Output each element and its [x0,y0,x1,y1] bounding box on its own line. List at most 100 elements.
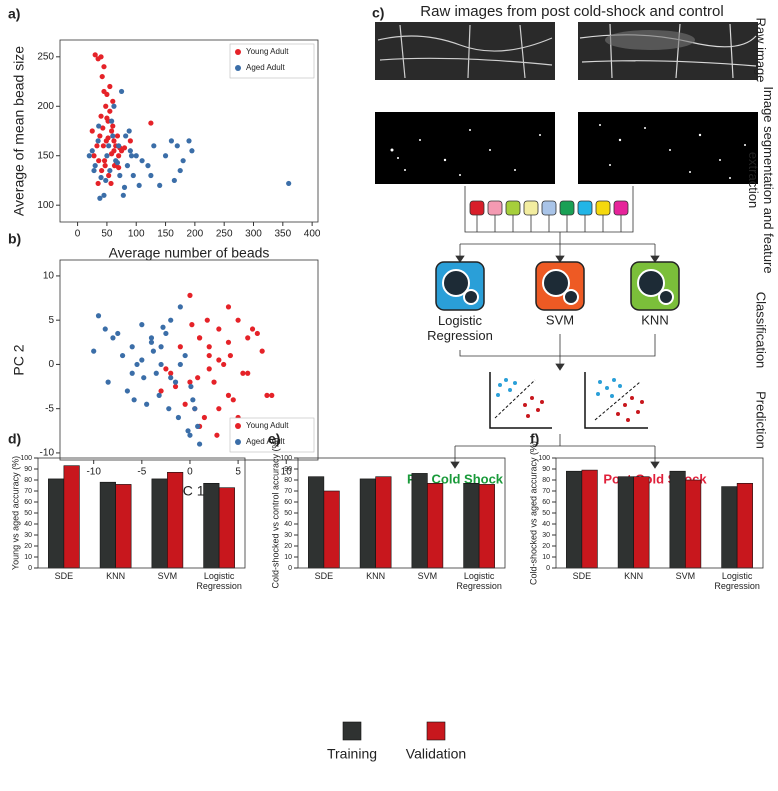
row-label-fo: Image segmentation and feature extractio… [746,86,775,273]
point [102,326,108,332]
legend-marker [235,49,241,55]
x-tick-label: 50 [101,229,113,240]
y-tick-label: 50 [542,510,550,517]
point [100,143,106,149]
y-tick-label: 10 [542,554,550,561]
bar [115,484,132,569]
y-tick-label: 0 [546,565,550,572]
point [171,177,177,184]
point [189,322,195,328]
point [182,352,188,359]
point [206,352,212,359]
x-tick-label: 400 [304,229,321,240]
legend-box [229,417,315,453]
point [168,375,174,381]
bar [566,470,583,569]
point [206,366,212,372]
point [204,317,210,323]
bar [463,482,480,569]
y-tick-label: 70 [542,488,550,495]
point [168,138,175,144]
point [187,432,193,438]
x-tick-label-fo: SVM [676,571,696,581]
point [158,388,164,394]
x-tick-label: 100 [128,229,145,240]
bar [63,465,80,569]
point [101,64,107,70]
point [124,163,131,169]
point [148,339,155,345]
x-tick-label-fo: Logistic Regression [196,571,242,591]
features [455,186,660,263]
y-tick-label: 90 [24,466,32,473]
y-tick-label: 200 [37,101,54,112]
y-tick-label: 50 [284,510,292,517]
y-tick-label: 0 [288,565,292,572]
y-tick-label: 50 [24,510,32,517]
y-tick-label: 20 [542,543,550,550]
point [216,357,222,363]
point [187,379,193,385]
point [127,148,133,154]
panel-label: f) [530,431,539,447]
point [286,180,292,187]
point [151,143,157,149]
point [92,52,98,58]
point [104,153,110,159]
y-tick-label: 100 [538,455,550,462]
y-tick-label: 150 [37,150,54,161]
x-tick-label: KNN [106,571,126,581]
point [240,370,246,376]
y-tick-label: 100 [280,455,292,462]
x-tick-label-fo: Logistic Regression [714,571,760,591]
point [104,91,110,98]
point [187,292,193,298]
bar [669,470,686,569]
point [98,174,104,181]
connectors [450,334,660,469]
plot-frame [37,457,246,569]
point [118,88,125,95]
example-plots [489,372,648,429]
y-tick-label: 80 [542,477,550,484]
point [110,335,116,341]
classifier-label: KNN [641,312,668,327]
x-tick-label: 350 [274,229,291,240]
point [116,143,122,149]
y-tick-label: 0 [28,565,32,572]
y-tick-label: 60 [24,499,32,506]
point [158,344,164,350]
legend-label: Young Adult [246,421,289,430]
point [195,375,201,381]
y-tick-label: 70 [24,488,32,495]
point [104,115,110,121]
x-tick-label-fo: KNN [366,571,385,581]
x-tick-label: 300 [245,229,262,240]
point [249,326,256,332]
point [119,352,126,359]
point [186,138,192,144]
x-tick-label: 150 [157,229,174,240]
x-tick-label: -10 [86,467,101,478]
point [216,326,222,332]
point [97,133,103,139]
point [195,423,201,429]
point [163,330,169,337]
classifier-icons [435,261,680,311]
bar [48,478,65,569]
legend-marker [235,423,241,429]
point [182,401,188,407]
point [95,180,101,187]
x-tick-label: SDE [572,571,592,581]
point [97,195,103,201]
legend-label: Aged Adult [246,63,285,72]
point [101,192,107,198]
bar [218,487,235,569]
point [225,339,232,345]
point [106,143,112,149]
x-tick-label: 200 [187,229,204,240]
point [99,167,105,174]
point [117,172,123,179]
outcome-label: Pre Cold Shock [407,471,504,486]
